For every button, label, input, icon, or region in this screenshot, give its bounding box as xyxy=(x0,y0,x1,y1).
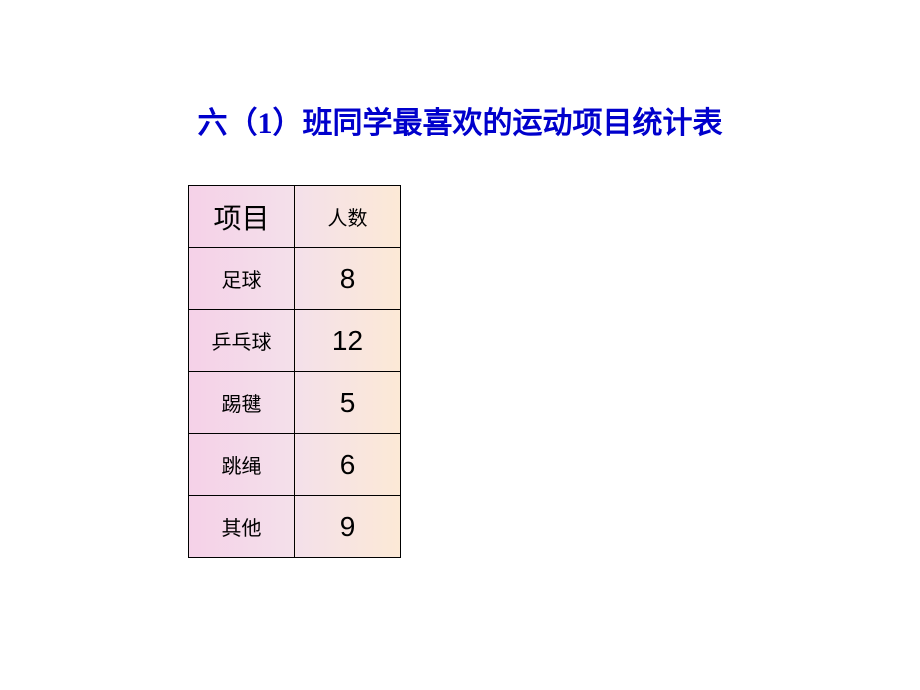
table-row: 踢毽 5 xyxy=(189,372,401,434)
page-title: 六（1）班同学最喜欢的运动项目统计表 xyxy=(0,98,920,142)
table-row: 跳绳 6 xyxy=(189,434,401,496)
header-col-2: 人数 xyxy=(295,186,401,248)
row-value: 9 xyxy=(295,496,401,558)
table-row: 乒乓球 12 xyxy=(189,310,401,372)
stats-table-container: 项目 人数 足球 8 乒乓球 12 踢毽 5 跳绳 6 其他 9 xyxy=(188,185,401,558)
table-row: 其他 9 xyxy=(189,496,401,558)
header-col-1: 项目 xyxy=(189,186,295,248)
table-row: 足球 8 xyxy=(189,248,401,310)
row-label: 乒乓球 xyxy=(189,310,295,372)
row-label: 其他 xyxy=(189,496,295,558)
row-label: 跳绳 xyxy=(189,434,295,496)
row-value: 12 xyxy=(295,310,401,372)
row-value: 5 xyxy=(295,372,401,434)
table-header-row: 项目 人数 xyxy=(189,186,401,248)
stats-table: 项目 人数 足球 8 乒乓球 12 踢毽 5 跳绳 6 其他 9 xyxy=(188,185,401,558)
row-label: 踢毽 xyxy=(189,372,295,434)
row-value: 8 xyxy=(295,248,401,310)
row-value: 6 xyxy=(295,434,401,496)
row-label: 足球 xyxy=(189,248,295,310)
